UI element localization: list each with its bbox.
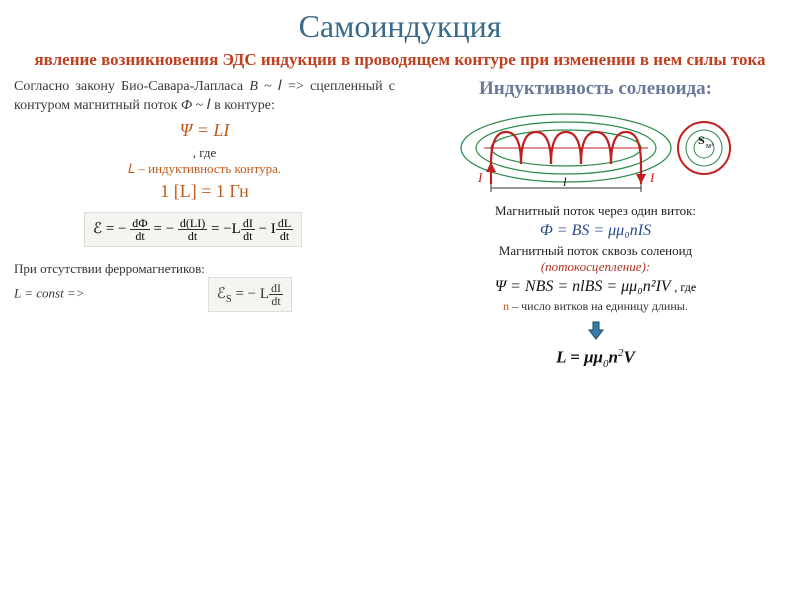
svg-text:S: S [698, 133, 705, 147]
biot-savart-paragraph: Согласно закону Био-Савара-Лапласа B ~ 𝐼… [14, 78, 395, 116]
down-arrow-icon [405, 320, 786, 345]
svg-text:I: I [477, 170, 483, 185]
inductance-def: 𝐿 – индуктивность контура. [14, 161, 395, 177]
note-rest: – число витков на единицу длины. [509, 299, 688, 313]
unit-henry: 1 [L] = 1 Гн [14, 181, 395, 202]
caption-one-turn: Магнитный поток через один виток: [405, 203, 786, 219]
svg-text:м²: м² [706, 141, 714, 150]
caption-linkage: Магнитный поток сквозь соленоид (потокос… [405, 243, 786, 275]
phi-eq: Ф = BS = μμ₀nIS [540, 222, 651, 239]
left-column: Согласно закону Био-Савара-Лапласа B ~ 𝐼… [14, 78, 395, 370]
noferro-text: При отсутствии ферромагнетиков: [14, 261, 205, 276]
gde-label: , где [14, 145, 395, 161]
solenoid-diagram: I I l S м² [405, 104, 786, 197]
const-text: L = const => [14, 286, 85, 301]
cap2b: (потокосцепление): [541, 259, 650, 274]
emf-equation: ℰ = − dФdt = − d(LI)dt = −LdIdt − IdLdt [84, 212, 302, 247]
psi-formula: Ψ = LI [14, 120, 395, 141]
unit-text: 1 [L] = 1 Гн [160, 181, 249, 201]
page-title: Самоиндукция [0, 0, 800, 45]
no-ferromagnet-note: При отсутствии ферромагнетиков: L = cons… [14, 261, 395, 312]
cap2a: Магнитный поток сквозь соленоид [499, 243, 692, 258]
phi-formula: Ф = BS = μμ₀nIS [405, 222, 786, 240]
gde2: , где [674, 280, 696, 294]
n-definition: n – число витков на единицу длины. [405, 299, 786, 314]
psi-eq: Ψ = LI [180, 120, 230, 140]
content-columns: Согласно закону Био-Савара-Лапласа B ~ 𝐼… [0, 78, 800, 370]
right-column: Индуктивность соленоида: [405, 78, 786, 370]
psi-solenoid-formula: Ψ = NBS = nlBS = μμ₀n²IV , где [405, 278, 786, 296]
svg-text:I: I [649, 170, 655, 185]
emf-derivation-box: ℰ = − dФdt = − d(LI)dt = −LdIdt − IdLdt [14, 206, 395, 253]
solenoid-heading: Индуктивность соленоида: [405, 78, 786, 100]
final-inductance-formula: L = μμ0n2V [405, 347, 786, 370]
induct-text: 𝐿 – индуктивность контура. [128, 161, 281, 176]
emf-self-equation: ℰS = − LdIdt [208, 277, 292, 312]
svg-text:l: l [563, 174, 567, 189]
subtitle: явление возникновения ЭДС индукции в про… [0, 45, 800, 78]
psi2-eq: Ψ = NBS = nlBS = μμ₀n²IV [495, 278, 671, 295]
